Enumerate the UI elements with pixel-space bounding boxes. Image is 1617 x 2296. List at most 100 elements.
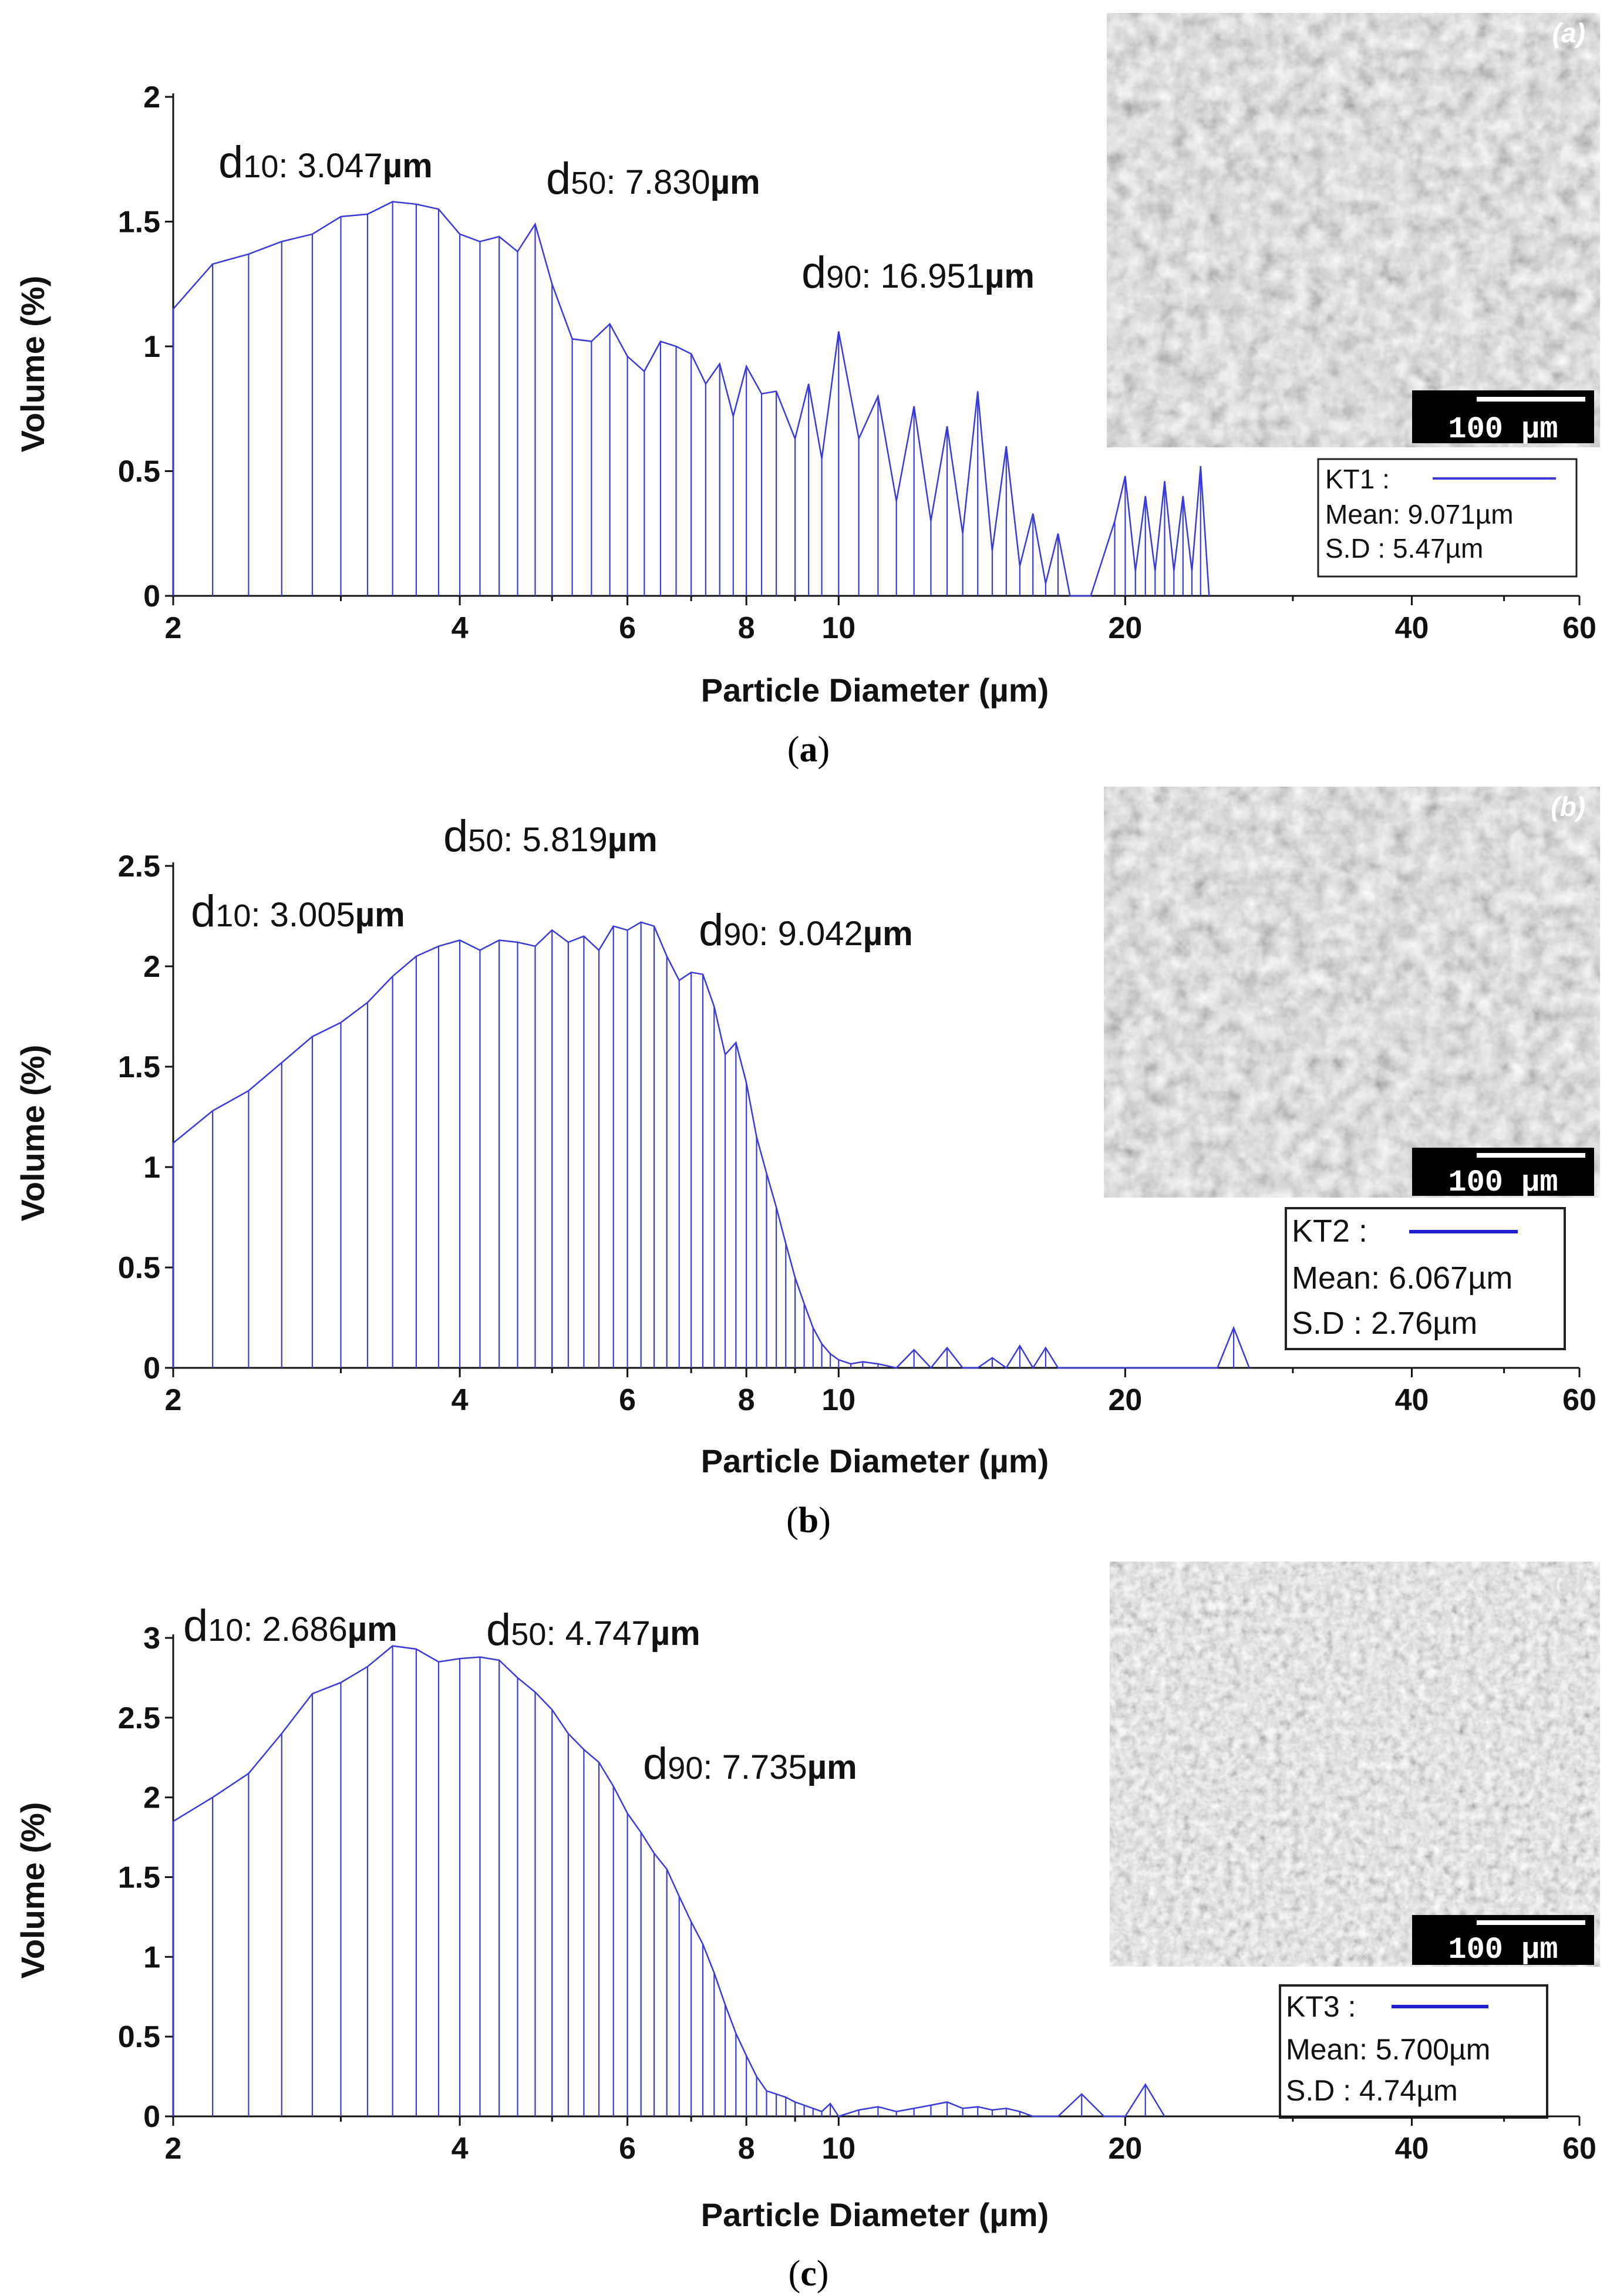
x-tick-label-c: 20 <box>1108 2132 1142 2166</box>
y-tick-label-b: 2.5 <box>118 849 160 884</box>
legend-b: KT2 : Mean: 6.067µm S.D : 2.76µm <box>1285 1207 1566 1350</box>
y-tick-label-c: 2.5 <box>118 1701 160 1735</box>
sem-label-b: (b) <box>1551 791 1585 822</box>
series-line-c <box>173 1645 1165 2118</box>
x-tick-label-b: 60 <box>1562 1383 1596 1417</box>
x-tick-label-c: 60 <box>1562 2132 1596 2166</box>
y-tick-label-a: 0.5 <box>118 455 160 489</box>
d10-annotation-b: d10: 3.005µm <box>191 886 405 936</box>
legend-mean-b: Mean: 6.067µm <box>1292 1260 1512 1296</box>
caption-a: (a) <box>787 730 830 770</box>
x-axis-label-c: Particle Diameter (µm) <box>701 2196 1049 2233</box>
y-tick-label-c: 0 <box>143 2100 160 2134</box>
x-tick-label-a: 40 <box>1395 611 1429 645</box>
legend-sd-c: S.D : 4.74µm <box>1286 2074 1458 2107</box>
series-line-b <box>173 921 1250 1370</box>
panel-c: (c) 100 µm KT3 : Mean: 5.700µm S.D : 4.7… <box>14 1562 1600 2233</box>
scale-bar-label-c: 100 µm <box>1448 1933 1558 1967</box>
x-tick-label-c: 6 <box>619 2132 636 2166</box>
y-tick-label-b: 1 <box>143 1151 160 1185</box>
svg-text:d50: 7.830µm: d50: 7.830µm <box>546 154 760 204</box>
caption-b: (b) <box>786 1501 831 1540</box>
y-axis-label-c: Volume (%) <box>14 1802 51 1979</box>
chart-a: 0 0.5 1 1.5 2 2 4 6 8 10 20 40 60 <box>118 80 1596 645</box>
x-tick-label-a: 6 <box>619 611 636 645</box>
caption-c: (c) <box>788 2254 829 2294</box>
panel-b: (b) 100 µm KT2 : Mean: 6.067µm S.D : 2.7… <box>14 787 1600 1479</box>
y-tick-label-c: 3 <box>143 1621 160 1656</box>
legend-sd-b: S.D : 2.76µm <box>1292 1306 1477 1341</box>
d50-annotation-b: d50: 5.819µm <box>443 811 658 861</box>
svg-text:d50: 5.819µm: d50: 5.819µm <box>443 811 658 861</box>
x-tick-label-a: 4 <box>452 611 469 645</box>
legend-sd-a: S.D : 5.47µm <box>1325 533 1483 564</box>
x-tick-label-a: 60 <box>1562 611 1596 645</box>
sem-image-c: (c) 100 µm <box>1110 1562 1600 1967</box>
y-tick-label-a: 0 <box>143 579 160 613</box>
legend-mean-c: Mean: 5.700µm <box>1286 2033 1490 2066</box>
y-tick-label-c: 1.5 <box>118 1861 160 1895</box>
y-tick-label-a: 1.5 <box>118 205 160 240</box>
sem-image-b: (b) 100 µm <box>1104 787 1600 1200</box>
x-tick-label-c: 8 <box>738 2132 755 2166</box>
x-tick-label-a: 20 <box>1108 611 1142 645</box>
x-tick-label-b: 2 <box>165 1383 182 1417</box>
scale-bar-label-a: 100 µm <box>1448 412 1558 447</box>
series-line-a <box>173 201 1210 597</box>
y-tick-label-c: 1 <box>143 1940 160 1974</box>
y-tick-label-b: 1.5 <box>118 1050 160 1084</box>
x-tick-label-b: 6 <box>619 1383 636 1417</box>
legend-a: KT1 : Mean: 9.071µm S.D : 5.47µm <box>1317 458 1578 578</box>
chart-c: 0 0.5 1 1.5 2 2.5 3 2 4 6 8 10 20 40 60 <box>118 1621 1596 2166</box>
scale-bar-label-b: 100 µm <box>1448 1165 1558 1200</box>
y-tick-label-b: 0.5 <box>118 1251 160 1285</box>
legend-c: KT3 : Mean: 5.700µm S.D : 4.74µm <box>1279 1984 1548 2119</box>
d90-annotation-b: d90: 9.042µm <box>699 905 913 955</box>
x-tick-label-c: 10 <box>821 2132 855 2166</box>
d50-annotation-a: d50: 7.830µm <box>546 154 760 204</box>
svg-text:d90: 16.951µm: d90: 16.951µm <box>801 248 1035 298</box>
d90-annotation-a: d90: 16.951µm <box>801 248 1035 298</box>
legend-series-name-a: KT1 : <box>1325 464 1390 494</box>
x-tick-label-a: 10 <box>821 611 855 645</box>
y-tick-label-a: 1 <box>143 330 160 364</box>
d90-annotation-c: d90: 7.735µm <box>643 1739 857 1789</box>
y-tick-label-b: 0 <box>143 1351 160 1385</box>
x-tick-label-a: 8 <box>738 611 755 645</box>
svg-text:d50: 4.747µm: d50: 4.747µm <box>486 1605 700 1655</box>
x-tick-label-b: 4 <box>452 1383 469 1417</box>
d10-annotation-a: d10: 3.047µm <box>218 137 433 187</box>
sem-label-a: (a) <box>1552 18 1585 48</box>
x-tick-label-b: 20 <box>1108 1383 1142 1417</box>
x-tick-label-c: 40 <box>1395 2132 1429 2166</box>
y-tick-label-a: 2 <box>143 80 160 114</box>
panel-a: (a) 100 µm KT1 : Mean: 9.071µm S.D : 5.4… <box>14 13 1600 709</box>
legend-mean-a: Mean: 9.071µm <box>1325 499 1514 530</box>
x-tick-label-a: 2 <box>165 611 182 645</box>
svg-text:d10: 3.047µm: d10: 3.047µm <box>218 137 433 187</box>
y-axis-label-a: Volume (%) <box>14 276 51 453</box>
d10-annotation-c: d10: 2.686µm <box>183 1601 397 1651</box>
chart-b: 0 0.5 1 1.5 2 2.5 2 4 6 8 10 20 40 60 <box>118 849 1596 1417</box>
svg-text:d90: 7.735µm: d90: 7.735µm <box>643 1739 857 1789</box>
sem-label-c: (c) <box>1552 1566 1585 1597</box>
x-tick-label-c: 2 <box>165 2132 182 2166</box>
svg-text:d90: 9.042µm: d90: 9.042µm <box>699 905 913 955</box>
x-axis-label-b: Particle Diameter (µm) <box>701 1442 1049 1479</box>
svg-text:d10: 3.005µm: d10: 3.005µm <box>191 886 405 936</box>
x-tick-label-c: 4 <box>452 2132 469 2166</box>
sem-image-a: (a) 100 µm <box>1107 13 1600 447</box>
d50-annotation-c: d50: 4.747µm <box>486 1605 700 1655</box>
y-tick-label-c: 0.5 <box>118 2020 160 2054</box>
x-tick-label-b: 40 <box>1395 1383 1429 1417</box>
svg-text:d10: 2.686µm: d10: 2.686µm <box>183 1601 397 1651</box>
x-axis-label-a: Particle Diameter (µm) <box>701 672 1049 709</box>
x-tick-label-b: 10 <box>821 1383 855 1417</box>
y-axis-label-b: Volume (%) <box>14 1045 51 1222</box>
x-tick-label-b: 8 <box>738 1383 755 1417</box>
legend-series-name-b: KT2 : <box>1292 1213 1367 1249</box>
y-tick-label-b: 2 <box>143 950 160 984</box>
legend-series-name-c: KT3 : <box>1286 1990 1356 2023</box>
